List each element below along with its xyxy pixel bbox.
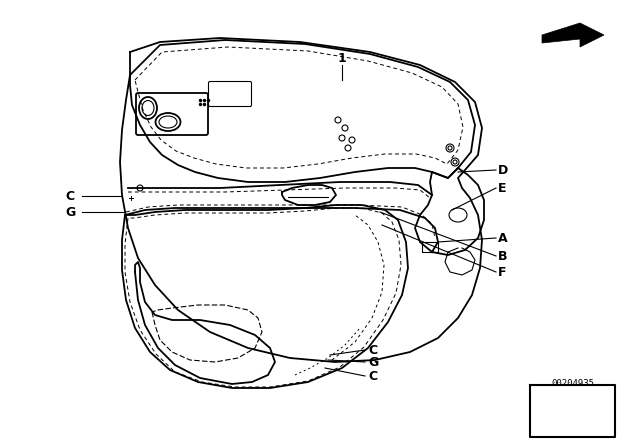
Text: E: E <box>498 181 506 194</box>
Text: C: C <box>368 344 377 357</box>
Text: D: D <box>498 164 508 177</box>
Text: F: F <box>498 266 506 279</box>
Text: A: A <box>498 232 508 245</box>
Polygon shape <box>542 23 604 47</box>
Text: C: C <box>65 190 75 202</box>
Text: C: C <box>368 370 377 383</box>
Text: 1: 1 <box>338 52 346 65</box>
Text: G: G <box>65 206 75 219</box>
Text: G: G <box>368 356 378 369</box>
Text: 00204935: 00204935 <box>551 379 594 388</box>
Text: B: B <box>498 250 508 263</box>
